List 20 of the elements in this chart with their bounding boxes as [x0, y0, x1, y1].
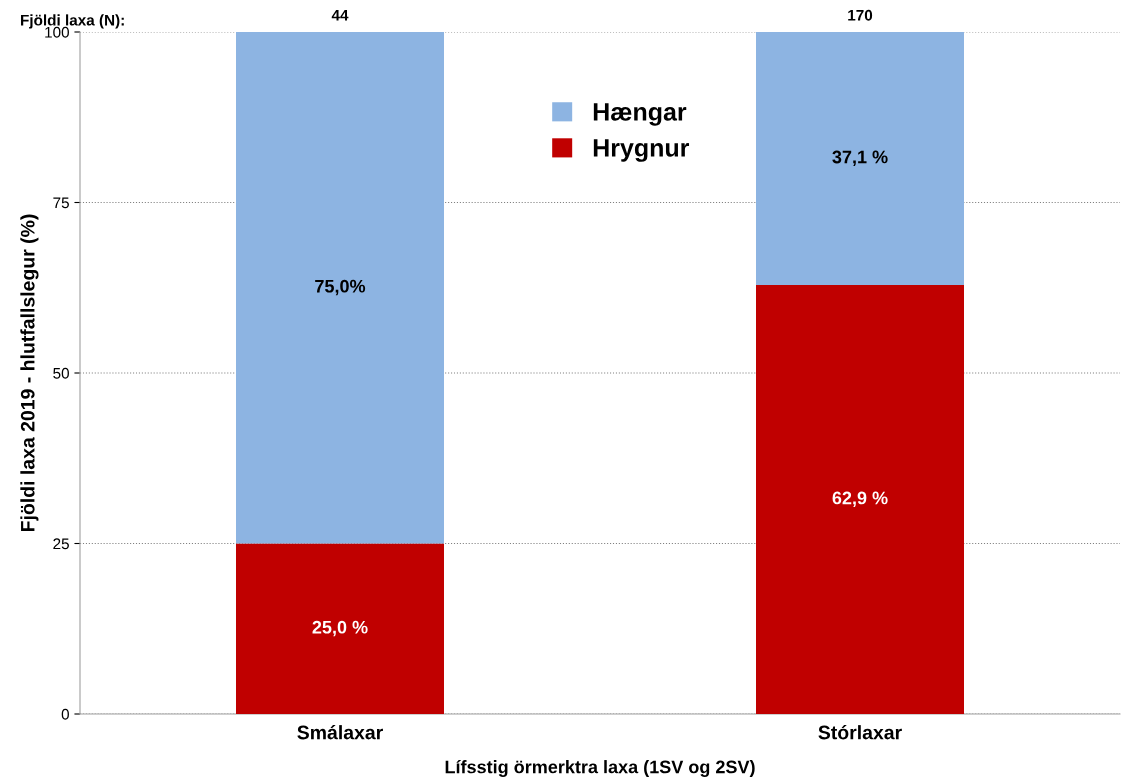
legend-label: Hrygnur [593, 139, 690, 162]
bar [756, 32, 964, 286]
bar [756, 285, 964, 714]
data-label: 37,1 % [832, 150, 888, 166]
y-tick-label: 75 [53, 197, 69, 209]
x-tick-label: Stórlaxar [818, 724, 902, 740]
y-tick-label: 25 [53, 538, 69, 550]
data-label: 62,9 % [832, 491, 888, 507]
x-tick-label: Smálaxar [297, 724, 383, 740]
x-axis-title: Lífsstig örmerktra laxa (1SV og 2SV) [445, 759, 755, 777]
legend-label: Hængar [593, 103, 687, 126]
bar [236, 543, 444, 714]
data-label: 25,0 % [312, 620, 368, 637]
data-label: 75,0% [315, 279, 366, 296]
y-tick-label: 50 [53, 367, 69, 379]
y-axis-title: Fjöldi laxa 2019 - hlutfallslegur (%) [20, 214, 39, 532]
annotation: 170 [848, 9, 873, 21]
annotation: 44 [331, 9, 349, 21]
bar [236, 32, 444, 544]
y-tick-label: 0 [61, 708, 69, 720]
